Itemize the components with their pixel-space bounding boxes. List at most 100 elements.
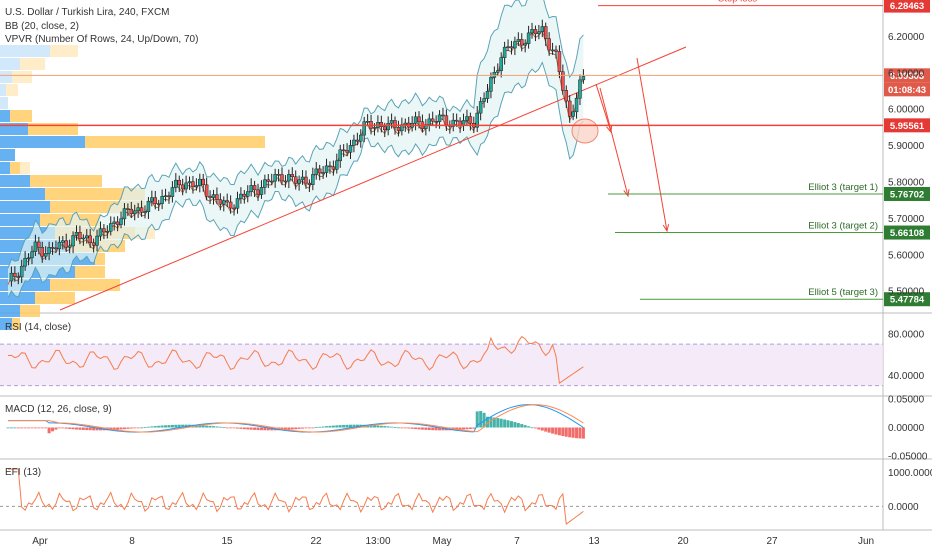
macd-histogram-bar: [393, 427, 397, 428]
macd-histogram-bar: [153, 426, 157, 428]
candle-body: [557, 51, 562, 72]
macd-histogram-bar: [290, 427, 294, 430]
candle-body: [276, 174, 281, 176]
candle-body: [16, 276, 21, 278]
macd-histogram-bar: [112, 427, 116, 430]
candle-body: [352, 139, 356, 146]
macd-histogram-bar: [287, 427, 291, 430]
candle-body: [235, 198, 240, 209]
macd-histogram-bar: [181, 424, 185, 428]
macd-histogram-bar: [266, 427, 270, 431]
time-tick-label: 27: [766, 536, 778, 547]
candle-body: [201, 178, 205, 186]
candle-body: [393, 120, 397, 128]
time-tick-label: 7: [514, 536, 520, 547]
macd-histogram-bar: [232, 427, 236, 429]
candle-body: [574, 97, 579, 113]
candle-body: [129, 208, 134, 215]
candle-body: [427, 118, 432, 125]
macd-histogram-bar: [136, 427, 140, 429]
arrow-first-leg[interactable]: [595, 83, 612, 133]
candle-body: [177, 179, 181, 186]
macd-histogram-bar: [133, 427, 137, 429]
candle-body: [170, 187, 175, 197]
candle-body: [198, 178, 202, 186]
candle-body: [112, 221, 116, 224]
macd-histogram-bar: [352, 424, 356, 428]
macd-label: MACD (12, 26, close, 9): [5, 404, 112, 415]
macd-histogram-bar: [218, 426, 222, 428]
time-tick-label: 15: [221, 536, 233, 547]
macd-histogram-bar: [506, 420, 510, 428]
vp-up-bar: [0, 318, 12, 330]
highlight-circle[interactable]: [571, 118, 599, 144]
macd-histogram-bar: [575, 427, 579, 439]
vp-up-bar: [0, 305, 20, 317]
candle-body: [530, 29, 534, 34]
candle-body: [143, 211, 147, 213]
arrow-target-2[interactable]: [636, 57, 668, 232]
vp-up-bar: [0, 97, 8, 109]
rsi-pane: 80.0000 40.0000: [0, 329, 925, 387]
candle-body: [81, 237, 86, 240]
price-axis[interactable]: 6.20000 6.10000 6.00000 5.90000 5.80000 5.700…: [888, 32, 925, 298]
macd-histogram-bar: [345, 424, 349, 428]
candle-body: [581, 76, 586, 81]
price-tick-label: 5.50000: [888, 287, 925, 298]
price-levels[interactable]: Stop loss 6.28463 6.09303 5.95561 Elliot 3 (…: [0, 0, 930, 307]
macd-histogram-bar: [441, 427, 445, 431]
candle-body: [328, 165, 332, 168]
efi-tick-label: 1000.0000: [888, 468, 932, 479]
macd-histogram-bar: [403, 427, 407, 429]
macd-histogram-bar: [335, 425, 339, 428]
candle-body: [146, 200, 151, 212]
vp-up-bar: [0, 84, 6, 96]
time-tick-label: Jun: [858, 536, 874, 547]
macd-histogram-bar: [283, 427, 287, 430]
price-tag-label: 6.09303: [890, 71, 924, 82]
price-tick-label: 5.80000: [888, 177, 925, 188]
candle-body: [249, 185, 253, 192]
price-tag: [884, 186, 930, 201]
candle-body: [383, 126, 387, 131]
price-tick-label: 6.10000: [888, 68, 925, 79]
macd-histogram-bar: [212, 426, 215, 428]
candle-body: [67, 245, 72, 248]
macd-histogram-bar: [581, 427, 585, 439]
candle-body: [547, 38, 551, 51]
macd-histogram-bar: [369, 425, 373, 428]
rsi-line: [7, 335, 584, 384]
candle-body: [132, 210, 137, 215]
candle-body: [156, 203, 161, 205]
candle-body: [321, 172, 325, 174]
candle-body: [74, 232, 79, 236]
price-tag-label: 5.66108: [890, 228, 924, 239]
vp-up-bar: [0, 162, 10, 174]
macd-histogram-bar: [420, 427, 424, 430]
candle-body: [293, 176, 298, 184]
arrow-target-1[interactable]: [599, 87, 629, 197]
time-axis[interactable]: Apr 8 15 22 13:00 May 7 13 20 27 Jun: [32, 536, 874, 547]
candle-body: [413, 116, 418, 124]
arrow-target-1-head: [623, 189, 630, 198]
candle-body: [317, 168, 322, 174]
candle-body: [119, 218, 123, 225]
candle-body: [263, 179, 267, 188]
candle-body: [239, 193, 243, 199]
candle-body: [246, 191, 250, 197]
countdown-label: 01:08:43: [888, 85, 926, 96]
candle-body: [102, 228, 106, 233]
candle-body: [115, 221, 120, 225]
macd-histogram-bar: [6, 427, 10, 429]
efi-line: [8, 468, 584, 526]
macd-histogram-bar: [167, 425, 171, 428]
macd-histogram-bar: [160, 425, 164, 428]
macd-histogram-bar: [379, 425, 383, 428]
arrow-target-2-head: [662, 224, 670, 233]
efi-pane: 1000.0000 0.0000: [0, 468, 932, 526]
candle-body: [208, 195, 212, 198]
price-tick-label: 6.00000: [888, 105, 925, 116]
vp-down-bar: [50, 45, 78, 57]
macd-histogram-bar: [321, 426, 325, 428]
